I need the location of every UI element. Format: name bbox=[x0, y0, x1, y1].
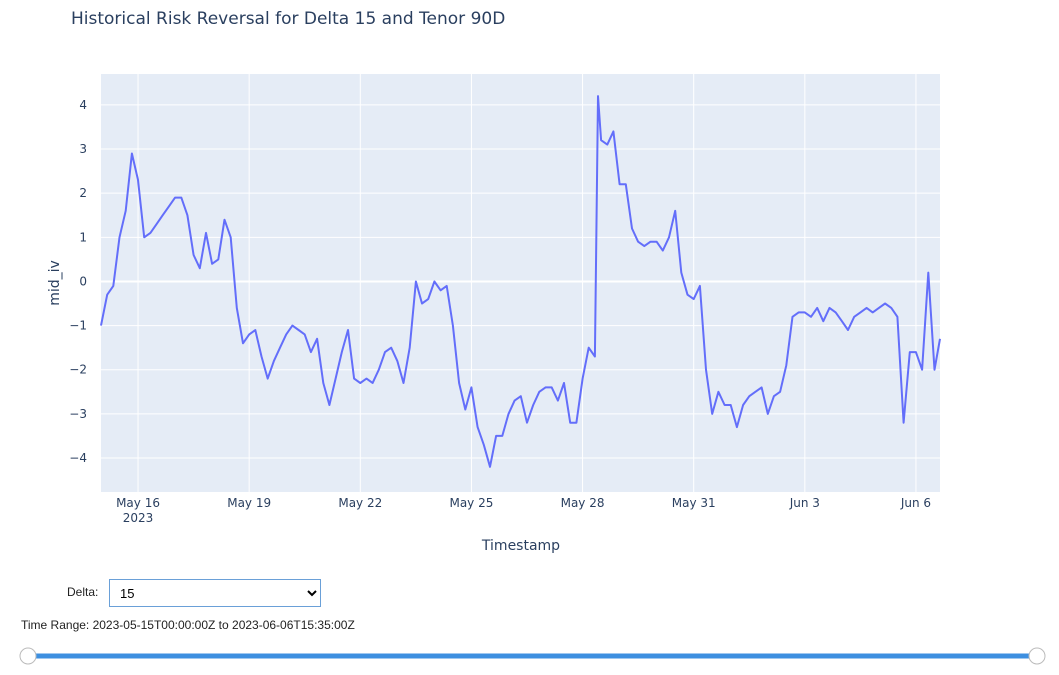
y-tick-label: 1 bbox=[79, 230, 87, 244]
range-slider[interactable] bbox=[0, 641, 1059, 671]
x-axis-title: Timestamp bbox=[481, 538, 560, 554]
y-tick-label: 4 bbox=[79, 98, 87, 112]
y-tick-label: 2 bbox=[79, 186, 87, 200]
chart: Historical Risk Reversal for Delta 15 an… bbox=[47, 9, 941, 554]
y-tick-label: −1 bbox=[69, 319, 87, 333]
x-tick-label: May 19 bbox=[227, 496, 271, 510]
y-tick-label: −2 bbox=[69, 363, 87, 377]
slider-handle-start[interactable] bbox=[19, 647, 37, 665]
y-tick-label: −3 bbox=[69, 407, 87, 421]
delta-dropdown[interactable]: 15 bbox=[109, 579, 321, 607]
chart-title: Historical Risk Reversal for Delta 15 an… bbox=[71, 9, 505, 29]
x-tick-label: May 16 2023 bbox=[116, 496, 160, 525]
slider-handle-end[interactable] bbox=[1028, 647, 1046, 665]
plot-area bbox=[101, 74, 940, 492]
y-tick-label: 3 bbox=[79, 142, 87, 156]
y-axis-title: mid_iv bbox=[47, 260, 63, 306]
x-tick-label: May 28 bbox=[561, 496, 605, 510]
y-tick-label: 0 bbox=[79, 274, 87, 288]
x-tick-label: Jun 6 bbox=[900, 496, 931, 510]
x-tick-label: May 31 bbox=[672, 496, 716, 510]
time-range-text: Time Range: 2023-05-15T00:00:00Z to 2023… bbox=[21, 618, 355, 632]
x-tick-label: May 22 bbox=[338, 496, 382, 510]
data-line bbox=[100, 95, 941, 468]
x-tick-label: Jun 3 bbox=[789, 496, 820, 510]
y-tick-label: −4 bbox=[69, 451, 87, 465]
x-tick-label: May 25 bbox=[449, 496, 493, 510]
delta-label: Delta: bbox=[67, 585, 99, 599]
